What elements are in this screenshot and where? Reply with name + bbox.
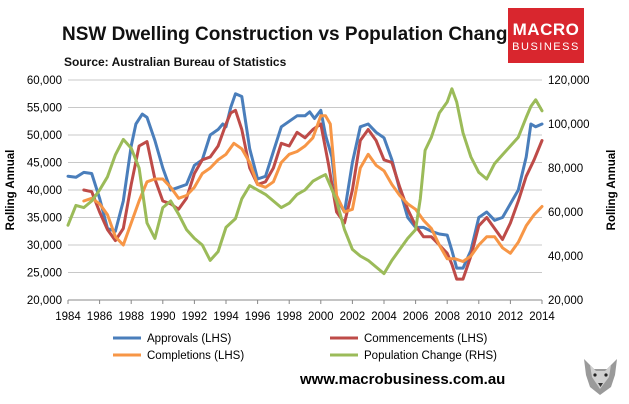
x-tick-label-7: 1998	[276, 311, 302, 323]
x-tick-label-1: 1986	[87, 311, 113, 323]
y2-tick-label-4: 100,000	[548, 119, 590, 131]
chart-subtitle: Source: Australian Bureau of Statistics	[64, 55, 287, 69]
y-tick-label-0: 20,000	[27, 295, 62, 307]
x-tick-label-11: 2006	[403, 311, 429, 323]
legend-label-3: Population Change (RHS)	[364, 350, 497, 362]
x-tick-label-4: 1992	[182, 311, 208, 323]
x-tick-label-5: 1994	[213, 311, 239, 323]
x-tick-label-15: 2014	[529, 311, 555, 323]
y-tick-label-6: 50,000	[27, 130, 62, 142]
y2-tick-label-0: 20,000	[548, 295, 583, 307]
chart-title: NSW Dwelling Construction vs Population …	[62, 24, 519, 45]
wolf-logo-icon	[578, 353, 623, 398]
x-tick-label-14: 2012	[498, 311, 524, 323]
y-tick-label-4: 40,000	[27, 185, 62, 197]
website-link[interactable]: www.macrobusiness.com.au	[300, 371, 506, 388]
y-tick-label-3: 35,000	[27, 213, 62, 225]
logo-bottom-text: BUSINESS	[512, 41, 580, 53]
series-line-0	[66, 92, 544, 270]
legend-label-1: Commencements (LHS)	[364, 333, 488, 345]
x-tick-label-10: 2004	[371, 311, 397, 323]
x-tick-label-8: 2000	[308, 311, 334, 323]
x-tick-label-0: 1984	[55, 311, 81, 323]
macrobusiness-logo[interactable]: MACRO BUSINESS	[508, 8, 584, 63]
y2-tick-label-1: 40,000	[548, 251, 583, 263]
y-axis-label: Rolling Annual	[5, 150, 17, 231]
y-tick-label-1: 25,000	[27, 268, 62, 280]
x-tick-label-13: 2010	[466, 311, 492, 323]
series-line-3	[66, 87, 544, 276]
x-tick-label-2: 1988	[118, 311, 144, 323]
legend-label-2: Completions (LHS)	[147, 350, 244, 362]
x-tick-label-12: 2008	[434, 311, 460, 323]
x-tick-label-6: 1996	[245, 311, 271, 323]
logo-top-text: MACRO	[512, 20, 580, 39]
x-tick-label-3: 1990	[150, 311, 176, 323]
series-line-1	[82, 108, 544, 281]
y2-axis-label: Rolling Annual	[606, 150, 618, 231]
y-tick-label-2: 30,000	[27, 240, 62, 252]
y2-tick-label-2: 60,000	[548, 207, 583, 219]
y-tick-label-7: 55,000	[27, 103, 62, 115]
y-tick-label-8: 60,000	[27, 75, 62, 87]
y2-tick-label-3: 80,000	[548, 163, 583, 175]
y-tick-label-5: 45,000	[27, 158, 62, 170]
x-tick-label-9: 2002	[340, 311, 366, 323]
series-line-2	[82, 114, 544, 263]
legend-label-0: Approvals (LHS)	[147, 333, 232, 345]
y2-tick-label-5: 120,000	[548, 75, 590, 87]
